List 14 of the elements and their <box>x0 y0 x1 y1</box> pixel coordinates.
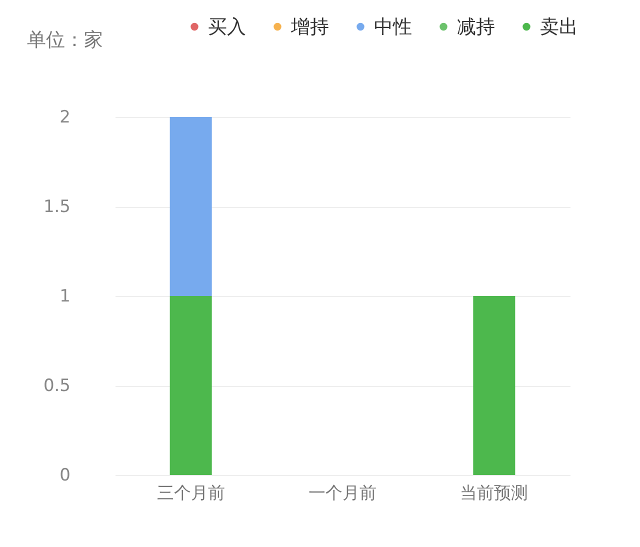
x-tick-label: 一个月前 <box>308 484 376 504</box>
y-tick-label: 2 <box>60 108 70 128</box>
legend-label: 减持 <box>457 16 495 38</box>
text: 单位：家 <box>27 29 103 51</box>
legend-label: 中性 <box>374 16 412 38</box>
y-tick-label: 0.5 <box>43 376 70 396</box>
y-tick-label: 1.5 <box>43 197 70 217</box>
legend-label: 增持 <box>290 16 329 38</box>
y-tick-label: 1 <box>60 286 70 306</box>
legend-label: 买入 <box>208 16 246 38</box>
legend-label: 卖出 <box>540 16 578 38</box>
x-tick-label: 三个月前 <box>156 484 225 504</box>
x-tick-label: 当前预测 <box>460 484 528 504</box>
y-tick-label: 0 <box>60 466 70 486</box>
